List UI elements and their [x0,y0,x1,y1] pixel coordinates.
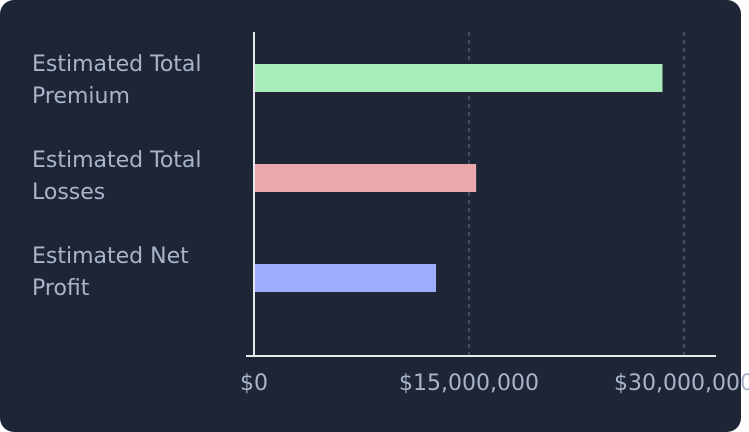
bars [254,64,663,292]
bar-3 [254,264,436,292]
x-tick-label-0: $0 [240,371,268,396]
x-tick-label-1: $15,000,000 [399,371,539,396]
tick-labels: $0 $15,000,000 $30,000,000 [240,371,749,396]
x-tick-label-2: $30,000,000 [614,371,749,396]
bar-2 [254,164,476,192]
bar-1 [254,64,663,92]
